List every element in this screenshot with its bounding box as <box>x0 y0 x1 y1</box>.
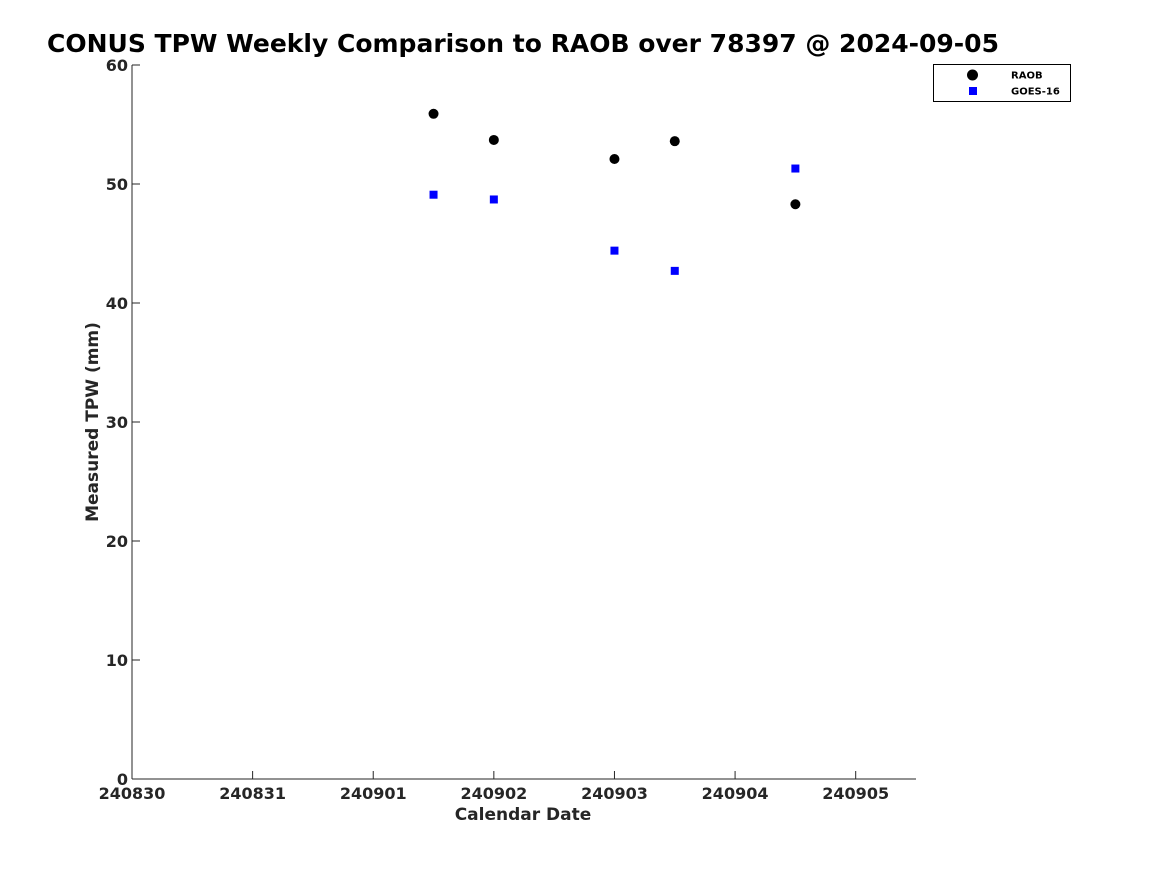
goes-16-point <box>429 190 438 199</box>
legend-goes-marker <box>969 87 977 95</box>
goes-16-point <box>670 266 679 275</box>
legend: RAOB GOES-16 <box>933 64 1071 102</box>
y-axis-label: Measured TPW (mm) <box>83 322 103 522</box>
x-axis-ticks: 240830 240831 240901 240902 240903 240904 2409… <box>99 771 889 803</box>
x-axis-label: Calendar Date <box>455 805 592 825</box>
raob-point <box>488 134 499 145</box>
x-tick-label: 240901 <box>340 784 407 803</box>
goes-16-point <box>791 164 800 173</box>
chart-title: CONUS TPW Weekly Comparison to RAOB over… <box>47 29 999 58</box>
x-tick-label: 240831 <box>219 784 286 803</box>
raob-point <box>669 136 680 147</box>
legend-raob-marker <box>967 69 978 81</box>
y-tick-label: 60 <box>106 56 128 75</box>
x-tick-label: 240904 <box>702 784 769 803</box>
y-axis-ticks: 0 10 20 30 40 50 60 <box>106 56 140 789</box>
y-tick-label: 30 <box>106 413 128 432</box>
x-tick-label: 240830 <box>99 784 166 803</box>
y-tick-label: 10 <box>106 651 128 670</box>
raob-point <box>428 108 439 119</box>
x-tick-label: 240903 <box>581 784 648 803</box>
y-tick-label: 20 <box>106 532 128 551</box>
goes-16-point <box>610 246 619 255</box>
x-tick-label: 240905 <box>822 784 889 803</box>
x-tick-label: 240902 <box>460 784 527 803</box>
y-tick-label: 40 <box>106 294 128 313</box>
legend-raob-label: RAOB <box>1011 71 1043 82</box>
y-tick-label: 50 <box>106 175 128 194</box>
raob-point <box>609 154 620 165</box>
data-points <box>428 108 801 275</box>
legend-goes-label: GOES-16 <box>1011 87 1060 98</box>
raob-point <box>790 199 801 210</box>
legend-box <box>933 64 1071 102</box>
goes-16-point <box>489 195 498 204</box>
y-tick-label: 0 <box>117 770 128 789</box>
